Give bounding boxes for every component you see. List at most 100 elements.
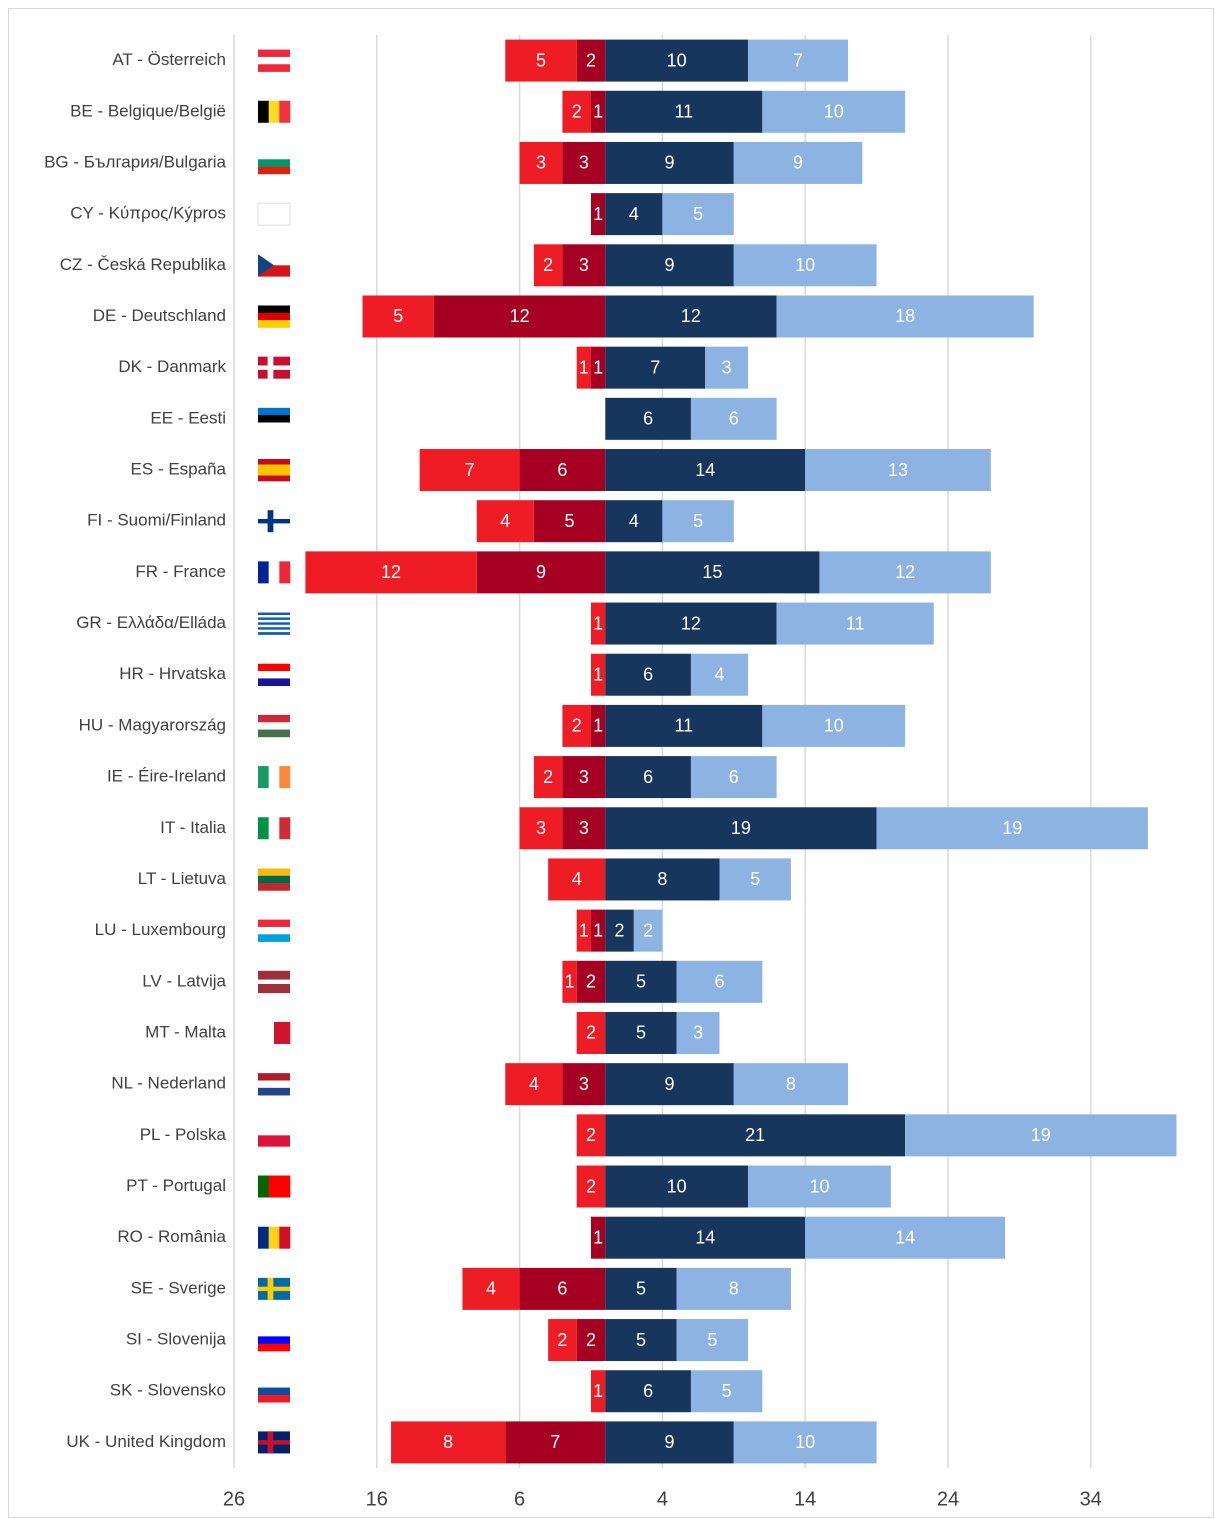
- bar-segment: [605, 1319, 677, 1362]
- category-label: BE - Belgique/België: [70, 101, 226, 120]
- flag-stripe: [258, 1387, 290, 1396]
- bar-segment: [733, 244, 877, 287]
- flag-stripe: [258, 970, 290, 976]
- bar-segment: [562, 704, 591, 747]
- data-label: 3: [579, 1074, 589, 1094]
- bar-segment: [548, 858, 606, 901]
- category-label: SE - Sverige: [131, 1278, 226, 1297]
- category-label: DE - Deutschland: [93, 306, 226, 325]
- bar-segment: [776, 602, 934, 645]
- flag-stripe: [258, 415, 290, 423]
- flag-stripe: [258, 729, 290, 738]
- bar-segment: [633, 909, 663, 952]
- bar-segment: [505, 1421, 606, 1464]
- bar-segment: [562, 807, 606, 850]
- flag-stripe: [258, 617, 290, 621]
- bar-segment: [605, 90, 763, 133]
- bar-segment: [805, 449, 991, 492]
- flag: [258, 1431, 290, 1454]
- category-label: RO - România: [117, 1227, 226, 1246]
- flag-cross: [258, 365, 290, 370]
- data-label: 18: [895, 306, 915, 326]
- flag-stripe: [258, 919, 290, 928]
- bar-segment: [476, 551, 606, 594]
- flag-stripe: [258, 619, 290, 623]
- x-tick-label: 24: [937, 1488, 959, 1510]
- bar-segment: [605, 397, 691, 440]
- flag: [258, 1329, 290, 1352]
- flag-stripe: [258, 475, 290, 482]
- data-label: 13: [888, 460, 908, 480]
- flag-stripe: [268, 100, 280, 123]
- bar-segment: [462, 1267, 520, 1310]
- data-label: 10: [795, 1432, 815, 1452]
- data-label: 1: [593, 204, 603, 224]
- data-label: 14: [695, 1227, 715, 1247]
- bar-segment: [590, 346, 606, 389]
- bar-segment: [576, 39, 606, 82]
- bar-segment: [562, 756, 606, 799]
- category-label: PT - Portugal: [126, 1176, 226, 1195]
- data-label: 10: [809, 1176, 829, 1196]
- flag: [258, 1226, 291, 1249]
- data-label: 12: [381, 562, 401, 582]
- flag: [258, 407, 290, 431]
- data-label: 19: [1002, 818, 1022, 838]
- flag-stripe: [258, 1080, 290, 1089]
- data-label: 10: [824, 102, 844, 122]
- bar-segment: [690, 397, 777, 440]
- data-label: 5: [693, 511, 703, 531]
- data-label: 19: [731, 818, 751, 838]
- bar-segment: [576, 1011, 606, 1054]
- category-label: HU - Magyarország: [79, 715, 226, 734]
- bar-segment: [676, 1011, 720, 1054]
- data-label: 1: [593, 920, 603, 940]
- flag-stripe: [258, 926, 290, 935]
- data-label: 4: [629, 204, 639, 224]
- data-label: 9: [665, 1432, 675, 1452]
- category-label: GR - Ελλάδα/Elláda: [76, 613, 226, 632]
- flag-stripe: [258, 464, 290, 471]
- data-label: 7: [465, 460, 475, 480]
- data-label: 7: [793, 50, 803, 70]
- data-label: 4: [500, 511, 510, 531]
- flag-stripe: [268, 1226, 280, 1249]
- category-label: AT - Österreich: [112, 50, 226, 69]
- data-label: 9: [665, 1074, 675, 1094]
- data-label: 2: [572, 102, 582, 122]
- flag-stripe: [258, 875, 290, 884]
- category-label: PL - Polska: [140, 1125, 227, 1144]
- bar-segment: [391, 1421, 506, 1464]
- data-label: 8: [657, 869, 667, 889]
- flag-stripe: [258, 714, 290, 723]
- data-label: 12: [510, 306, 530, 326]
- bar-segment: [676, 1319, 749, 1362]
- bar-segment: [605, 960, 677, 1003]
- data-label: 5: [565, 511, 575, 531]
- bar-segment: [719, 858, 791, 901]
- bar-segment: [590, 602, 606, 645]
- flag: [258, 151, 290, 175]
- data-label: 1: [593, 1227, 603, 1247]
- flag-stripe: [258, 663, 290, 672]
- x-tick-label: 6: [514, 1488, 525, 1510]
- flag-stripe: [258, 422, 290, 431]
- bar-segment: [605, 1216, 806, 1259]
- flag-border: [257, 202, 291, 226]
- bar-segment: [562, 244, 606, 287]
- flag-stripe: [268, 766, 280, 789]
- bar-segment: [805, 1216, 1006, 1259]
- bar-segment: [605, 909, 634, 952]
- data-label: 2: [557, 1330, 567, 1350]
- bar-segment: [605, 1063, 734, 1106]
- flag-stripe: [258, 632, 290, 635]
- data-label: 3: [579, 255, 589, 275]
- data-label: 2: [586, 1330, 596, 1350]
- bar-segment: [590, 653, 606, 696]
- bar-segment: [876, 807, 1148, 850]
- flag: [258, 49, 290, 72]
- data-label: 21: [745, 1125, 765, 1145]
- data-label: 2: [643, 920, 653, 940]
- flag: [258, 919, 290, 942]
- flag: [258, 817, 291, 840]
